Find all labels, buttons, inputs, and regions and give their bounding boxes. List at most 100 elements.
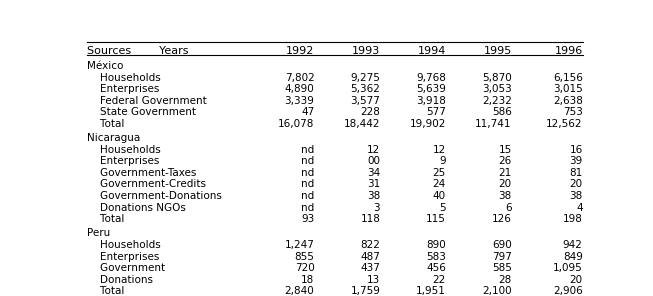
Text: 2,906: 2,906 bbox=[553, 286, 582, 296]
Text: 3,015: 3,015 bbox=[553, 84, 582, 94]
Text: 21: 21 bbox=[498, 168, 512, 178]
Text: 890: 890 bbox=[426, 240, 446, 250]
Text: nd: nd bbox=[301, 156, 315, 166]
Text: 720: 720 bbox=[295, 263, 315, 273]
Text: 3,918: 3,918 bbox=[416, 96, 446, 106]
Text: 00: 00 bbox=[367, 156, 380, 166]
Text: 9,768: 9,768 bbox=[416, 73, 446, 83]
Text: 1,951: 1,951 bbox=[416, 286, 446, 296]
Text: Nicaragua: Nicaragua bbox=[87, 133, 140, 143]
Text: 9,275: 9,275 bbox=[350, 73, 380, 83]
Text: 2,232: 2,232 bbox=[482, 96, 512, 106]
Text: Households: Households bbox=[87, 240, 161, 250]
Text: México: México bbox=[87, 61, 123, 71]
Text: 586: 586 bbox=[492, 107, 512, 118]
Text: 2,638: 2,638 bbox=[552, 96, 582, 106]
Text: Government: Government bbox=[87, 263, 165, 273]
Text: 1,247: 1,247 bbox=[285, 240, 315, 250]
Text: 38: 38 bbox=[569, 191, 582, 201]
Text: 22: 22 bbox=[433, 275, 446, 285]
Text: 3,339: 3,339 bbox=[285, 96, 315, 106]
Text: 5,870: 5,870 bbox=[482, 73, 512, 83]
Text: 198: 198 bbox=[563, 214, 582, 224]
Text: 9: 9 bbox=[439, 156, 446, 166]
Text: 1996: 1996 bbox=[554, 46, 582, 56]
Text: nd: nd bbox=[301, 203, 315, 213]
Text: Households: Households bbox=[87, 145, 161, 155]
Text: 577: 577 bbox=[426, 107, 446, 118]
Text: 3,053: 3,053 bbox=[482, 84, 512, 94]
Text: 16,078: 16,078 bbox=[278, 119, 315, 129]
Text: 3,577: 3,577 bbox=[350, 96, 380, 106]
Text: 3: 3 bbox=[374, 203, 380, 213]
Text: 2,840: 2,840 bbox=[285, 286, 315, 296]
Text: 81: 81 bbox=[569, 168, 582, 178]
Text: 6,156: 6,156 bbox=[552, 73, 582, 83]
Text: Donations NGOs: Donations NGOs bbox=[87, 203, 185, 213]
Text: 456: 456 bbox=[426, 263, 446, 273]
Text: nd: nd bbox=[301, 191, 315, 201]
Text: 26: 26 bbox=[498, 156, 512, 166]
Text: 1,095: 1,095 bbox=[553, 263, 582, 273]
Text: 39: 39 bbox=[569, 156, 582, 166]
Text: 690: 690 bbox=[492, 240, 512, 250]
Text: 753: 753 bbox=[563, 107, 582, 118]
Text: 2,100: 2,100 bbox=[482, 286, 512, 296]
Text: 12,562: 12,562 bbox=[546, 119, 582, 129]
Text: 118: 118 bbox=[360, 214, 380, 224]
Text: 13: 13 bbox=[367, 275, 380, 285]
Text: 18: 18 bbox=[301, 275, 315, 285]
Text: nd: nd bbox=[301, 168, 315, 178]
Text: 25: 25 bbox=[433, 168, 446, 178]
Text: 797: 797 bbox=[492, 252, 512, 262]
Text: 4: 4 bbox=[576, 203, 582, 213]
Text: 1993: 1993 bbox=[352, 46, 380, 56]
Text: 16: 16 bbox=[569, 145, 582, 155]
Text: 942: 942 bbox=[563, 240, 582, 250]
Text: 47: 47 bbox=[301, 107, 315, 118]
Text: 4,890: 4,890 bbox=[285, 84, 315, 94]
Text: 38: 38 bbox=[367, 191, 380, 201]
Text: Enterprises: Enterprises bbox=[87, 84, 159, 94]
Text: 1995: 1995 bbox=[483, 46, 512, 56]
Text: 20: 20 bbox=[569, 179, 582, 189]
Text: nd: nd bbox=[301, 179, 315, 189]
Text: 583: 583 bbox=[426, 252, 446, 262]
Text: Government-Donations: Government-Donations bbox=[87, 191, 221, 201]
Text: 15: 15 bbox=[498, 145, 512, 155]
Text: 115: 115 bbox=[426, 214, 446, 224]
Text: 5,639: 5,639 bbox=[416, 84, 446, 94]
Text: nd: nd bbox=[301, 145, 315, 155]
Text: Total: Total bbox=[87, 286, 124, 296]
Text: 5,362: 5,362 bbox=[350, 84, 380, 94]
Text: 7,802: 7,802 bbox=[285, 73, 315, 83]
Text: 11,741: 11,741 bbox=[475, 119, 512, 129]
Text: 20: 20 bbox=[499, 179, 512, 189]
Text: 34: 34 bbox=[367, 168, 380, 178]
Text: Sources        Years: Sources Years bbox=[87, 46, 188, 56]
Text: Total: Total bbox=[87, 119, 124, 129]
Text: Enterprises: Enterprises bbox=[87, 156, 159, 166]
Text: 1,759: 1,759 bbox=[350, 286, 380, 296]
Text: 38: 38 bbox=[498, 191, 512, 201]
Text: 31: 31 bbox=[367, 179, 380, 189]
Text: 93: 93 bbox=[301, 214, 315, 224]
Text: 1992: 1992 bbox=[286, 46, 315, 56]
Text: 487: 487 bbox=[360, 252, 380, 262]
Text: 5: 5 bbox=[439, 203, 446, 213]
Text: Federal Government: Federal Government bbox=[87, 96, 206, 106]
Text: 1994: 1994 bbox=[418, 46, 446, 56]
Text: Households: Households bbox=[87, 73, 161, 83]
Text: 19,902: 19,902 bbox=[409, 119, 446, 129]
Text: Donations: Donations bbox=[87, 275, 153, 285]
Text: 585: 585 bbox=[492, 263, 512, 273]
Text: 12: 12 bbox=[433, 145, 446, 155]
Text: Total: Total bbox=[87, 214, 124, 224]
Text: 855: 855 bbox=[295, 252, 315, 262]
Text: 437: 437 bbox=[360, 263, 380, 273]
Text: 126: 126 bbox=[492, 214, 512, 224]
Text: 12: 12 bbox=[367, 145, 380, 155]
Text: 28: 28 bbox=[498, 275, 512, 285]
Text: 228: 228 bbox=[360, 107, 380, 118]
Text: 40: 40 bbox=[433, 191, 446, 201]
